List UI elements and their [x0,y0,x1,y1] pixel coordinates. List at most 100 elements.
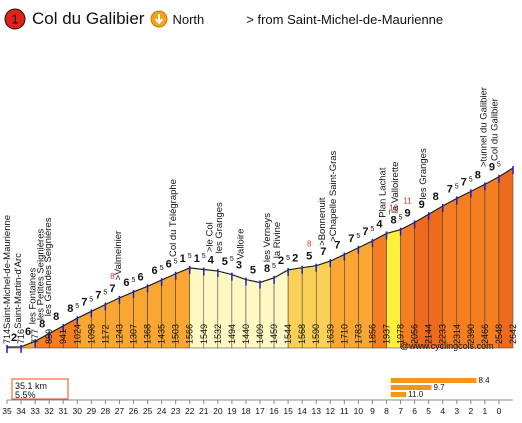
axis-tick-label: 11 [340,406,349,416]
altitude-label: 1459 [269,324,279,344]
axis-tick-label: 26 [129,406,139,416]
altitude-label: 1532 [213,324,223,344]
axis-tick-label: 9 [370,406,375,416]
gradient-label: 8 [67,303,73,315]
max-gradient-label: 8 [110,272,115,281]
gradient-label: 9 [419,199,425,211]
altitude-label: 1549 [199,324,209,344]
gradient-sup-label: 5 [89,296,93,303]
gradient-label: 7 [334,240,340,252]
number-badge-text: 1 [11,12,18,27]
gradient-label: 7 [109,283,115,295]
place-label: les Petites Seignières [36,229,47,321]
header: 1 Col du Galibier North > from Saint-Mic… [4,8,443,30]
place-label: >tunnel du Galibier [478,87,489,167]
gradient-label: 7 [447,183,453,195]
axis-tick-label: 28 [101,406,111,416]
gradient-sup-label: 5 [160,265,164,272]
place-label: Col du Galibier [490,98,501,161]
profile-area [6,167,514,349]
axis-tick-label: 24 [157,406,167,416]
altitude-label: 1710 [339,324,349,344]
altitude-label: 2466 [480,324,490,344]
axis-tick-label: 34 [16,406,26,416]
altitude-label: 2233 [438,324,448,344]
gradient-label: 6 [123,277,129,289]
place-label: les Granges [214,202,225,253]
altitude-label: 1098 [86,324,96,344]
gradient-ticks [6,166,514,353]
extra-bar-label: 9.7 [433,383,445,392]
gradient-label: 6 [166,259,172,271]
gradient-label: 4 [208,254,215,266]
gradient-label: 8 [39,319,45,331]
axis-tick-label: 35 [2,406,12,416]
gradient-sup-label: 5 [131,277,135,284]
gradient-sup-label: 5 [202,253,206,260]
altitude-label: 1440 [241,324,251,344]
axis-tick-label: 18 [241,406,251,416]
altitude-label: 1544 [283,324,293,344]
direction-label: North [172,11,205,27]
altitude-label: 2548 [494,324,504,344]
gradient-sup-label: 5 [469,176,473,183]
gradient-sup-label: 5 [230,256,234,263]
gradient-sup-label: 5 [455,183,459,190]
number-badge-icon: 1 [4,8,26,30]
gradient-label: 3 [236,260,242,272]
gradient-sup-label: 5 [272,263,276,270]
extra-bar [390,385,432,390]
axis-tick-label: 29 [87,406,97,416]
max-gradient-label: 11 [403,196,412,205]
profile-segment [470,183,486,349]
altitude-label: 1024 [72,324,82,344]
gradient-label: 4 [376,218,383,230]
axis-tick-label: 25 [143,406,153,416]
place-label: >Chapelle Saint-Gras [328,150,339,241]
place-label: les Verneys [262,213,273,262]
gradient-label: 7 [95,289,101,301]
place-labels: Saint-Michel-de-Maurienne Saint-Martin-d'… [2,87,501,329]
gradient-label: 5 [222,256,228,268]
gradient-label: 5 [250,265,256,277]
altitude-label: 1639 [325,324,335,344]
altitude-label: 1856 [367,324,377,344]
axis-tick-label: 1 [483,406,488,416]
altitude-label: 1937 [382,324,392,344]
gradient-sup-label: 5 [356,233,360,240]
summary-box: 35.1 km5.5% [11,378,69,400]
summary-frame [11,378,69,400]
axis-tick-label: 30 [73,406,83,416]
gradient-label: 9 [405,207,411,219]
axis-tick-label: 32 [44,406,54,416]
gradient-label: 7 [362,226,368,238]
axis-tick-label: 10 [354,406,364,416]
gradient-sup-label: 5 [399,215,403,222]
gradient-label: 2 [292,253,298,265]
axis-tick-label: 33 [30,406,40,416]
axis-tick-label: 7 [398,406,403,416]
max-gradient-label: 10 [389,204,398,213]
axis-tick-label: 0 [497,406,502,416]
gradient-sup-label: 5 [188,253,192,260]
axis-tick-label: 5 [426,406,431,416]
axis-tick-label: 16 [269,406,279,416]
place-label: Col du Télégraphe [168,179,179,257]
axis-tick-label: 3 [454,406,459,416]
axis-tick-label: 8 [384,406,389,416]
altitude-label: 1243 [114,324,124,344]
gradient-label: 1 [180,253,186,265]
axis-tick-label: 13 [311,406,321,416]
gradient-label: 1 [194,253,200,265]
place-label: les Grandes Seignières [43,217,54,316]
place-label: les Granges [418,148,429,199]
place-label: >le Col [204,222,215,252]
axis-tick-label: 14 [297,406,307,416]
gradient-label: 8 [475,169,481,181]
down-arrow-circle-icon [150,10,168,28]
summary-distance: 35.1 km [15,381,47,391]
page-title: Col du Galibier [32,9,145,28]
axis-tick-label: 15 [283,406,293,416]
altitude-labels: 714 716 777 859 941 1024 1098 1172 1243 1307 1368 1… [2,324,518,344]
